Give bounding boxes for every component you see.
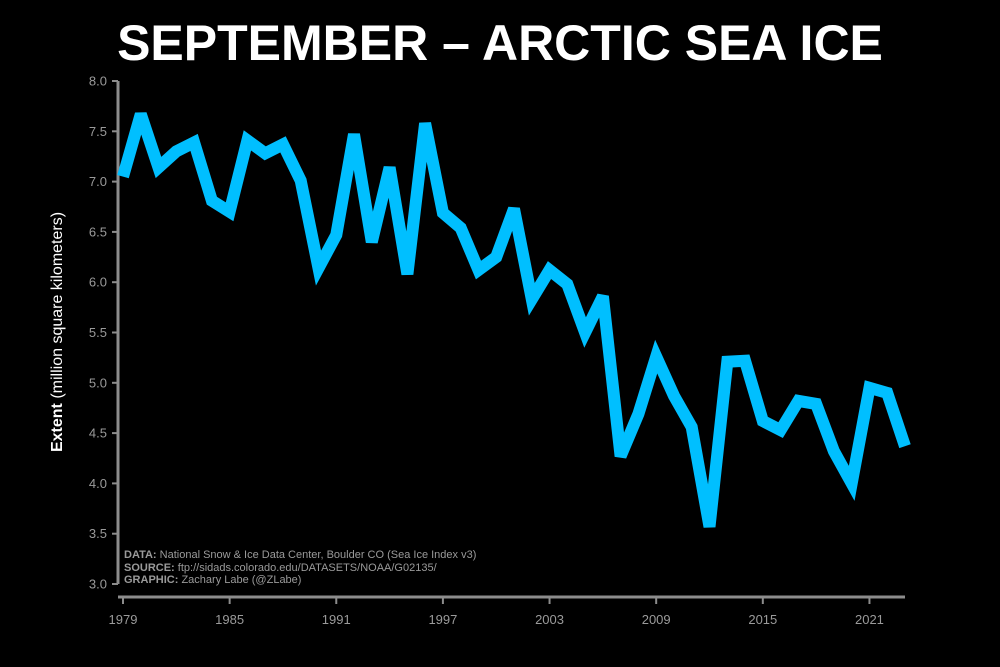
y-axis-label: Extent (million square kilometers) (49, 212, 66, 452)
y-tick-label: 5.0 (89, 375, 107, 390)
y-tick-label: 4.5 (89, 426, 107, 441)
credit-data-text: National Snow & Ice Data Center, Boulder… (160, 549, 477, 561)
credit-graphic-text: Zachary Labe (@ZLabe) (181, 574, 301, 586)
y-tick-label: 7.0 (89, 174, 107, 189)
y-axis-label-rest: (million square kilometers) (49, 212, 66, 399)
x-tick-label: 1997 (428, 612, 457, 627)
credit-source-text: ftp://sidads.colorado.edu/DATASETS/NOAA/… (178, 562, 438, 574)
x-tick-label: 1991 (322, 612, 351, 627)
y-tick-label: 5.5 (89, 325, 107, 340)
y-tick-label: 7.5 (89, 124, 107, 139)
credit-graphic-label: GRAPHIC: (124, 574, 178, 586)
y-ticks: 3.0 3.5 4.0 4.5 5.0 5.5 6.0 6.5 7.0 7.5 8.0 (89, 74, 118, 592)
y-tick-label: 8.0 (89, 74, 107, 89)
credit-data-label: DATA: (124, 549, 157, 561)
y-axis-label-bold: Extent (49, 402, 66, 452)
x-tick-label: 2003 (535, 612, 564, 627)
y-tick-label: 4.0 (89, 476, 107, 491)
credit-data: DATA: National Snow & Ice Data Center, B… (124, 549, 476, 561)
x-tick-label: 2021 (855, 612, 884, 627)
credit-graphic: GRAPHIC: Zachary Labe (@ZLabe) (124, 574, 301, 586)
x-ticks: 1979 1985 1991 1997 2003 2009 2015 2021 (109, 597, 884, 627)
y-tick-label: 6.0 (89, 275, 107, 290)
y-tick-label: 3.0 (89, 577, 107, 592)
credit-source: SOURCE: ftp://sidads.colorado.edu/DATASE… (124, 562, 438, 574)
axes (116, 81, 905, 599)
x-tick-label: 2015 (748, 612, 777, 627)
y-tick-label: 3.5 (89, 526, 107, 541)
series-line (117, 112, 911, 528)
x-tick-label: 2009 (642, 612, 671, 627)
credit-source-label: SOURCE: (124, 562, 175, 574)
series-group (117, 112, 911, 528)
chart-title: SEPTEMBER – ARCTIC SEA ICE (117, 15, 883, 71)
y-tick-label: 6.5 (89, 224, 107, 239)
x-tick-label: 1985 (215, 612, 244, 627)
x-tick-label: 1979 (109, 612, 138, 627)
